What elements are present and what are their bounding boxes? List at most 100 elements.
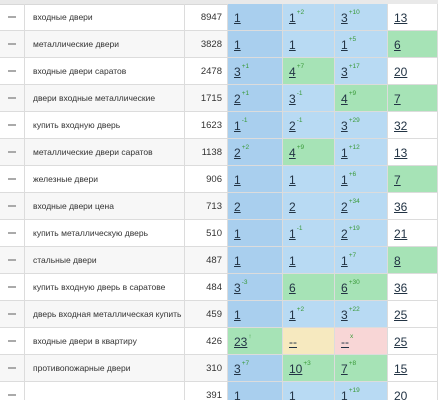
position-link[interactable]: 10 [289,362,303,376]
position-link[interactable]: 1 [234,227,241,241]
position-link[interactable]: 3 [341,11,348,25]
position-link[interactable]: 1 [289,254,296,268]
row-handle[interactable] [0,355,25,381]
row-handle[interactable] [0,301,25,327]
dash-icon[interactable] [8,178,16,180]
position-link[interactable]: 36 [394,281,408,295]
row-handle[interactable] [0,139,25,165]
position-link[interactable]: 6 [341,281,348,295]
position-link[interactable]: 3 [234,281,241,295]
row-handle[interactable] [0,112,25,138]
position-cell: 20 [388,382,438,400]
position-link[interactable]: 1 [289,173,296,187]
position-link[interactable]: 21 [394,227,408,241]
dash-icon[interactable] [8,367,16,369]
position-link[interactable]: 1 [341,38,348,52]
position-link[interactable]: 2 [289,200,296,214]
dash-icon[interactable] [8,124,16,126]
position-link[interactable]: 1 [234,119,241,133]
row-handle[interactable] [0,274,25,300]
position-link[interactable]: 2 [341,227,348,241]
position-link[interactable]: 1 [234,389,241,400]
position-link[interactable]: 1 [341,146,348,160]
position-link[interactable]: 6 [394,38,401,52]
position-cell: 32 [388,112,438,138]
dash-icon[interactable] [8,97,16,99]
position-link[interactable]: 15 [394,362,408,376]
position-link[interactable]: 25 [394,308,408,322]
position-link[interactable]: 32 [394,119,408,133]
position-link[interactable]: 1 [234,308,241,322]
position-link[interactable]: 1 [289,227,296,241]
position-link[interactable]: 36 [394,200,408,214]
position-cell: 6 [388,31,438,57]
row-handle[interactable] [0,382,25,400]
position-link[interactable]: 23 [234,335,248,349]
dash-icon[interactable] [8,151,16,153]
position-link[interactable]: 7 [394,92,401,106]
position-link[interactable]: 4 [341,92,348,106]
keyword: стальные двери [33,255,97,265]
position-link[interactable]: 3 [341,65,348,79]
position-link[interactable]: 3 [289,92,296,106]
position-link[interactable]: 20 [394,389,408,400]
position-link[interactable]: 1 [341,389,348,400]
position-link[interactable]: 13 [394,11,408,25]
dash-icon[interactable] [8,232,16,234]
dash-icon[interactable] [8,43,16,45]
position-cell: 2+2 [228,139,283,165]
position-link[interactable]: 1 [289,389,296,400]
position-link[interactable]: 2 [234,146,241,160]
position-link[interactable]: 6 [289,281,296,295]
row-handle[interactable] [0,58,25,84]
dash-icon[interactable] [8,286,16,288]
position-link[interactable]: 1 [289,38,296,52]
row-handle[interactable] [0,31,25,57]
dash-icon[interactable] [8,259,16,261]
position-link[interactable]: 2 [289,119,296,133]
position-link[interactable]: 1 [289,308,296,322]
position-link[interactable]: 3 [341,308,348,322]
row-handle[interactable] [0,220,25,246]
position-link[interactable]: 3 [234,65,241,79]
position-cell: 7+8 [335,355,388,381]
row-handle[interactable] [0,166,25,192]
position-link[interactable]: 8 [394,254,401,268]
position-cell: 2+1 [228,85,283,111]
row-handle[interactable] [0,193,25,219]
position-link[interactable]: 1 [234,11,241,25]
position-link[interactable]: 7 [394,173,401,187]
position-link[interactable]: 25 [394,335,408,349]
position-change: +1 [241,63,250,70]
position-cell: 1+2 [283,301,335,327]
dash-icon[interactable] [8,313,16,315]
position-link[interactable]: -- [289,335,297,349]
dash-icon[interactable] [8,16,16,18]
row-handle[interactable] [0,328,25,354]
position-link[interactable]: 3 [234,362,241,376]
dash-icon[interactable] [8,70,16,72]
position-link[interactable]: -- [341,335,349,349]
dash-icon[interactable] [8,340,16,342]
dash-icon[interactable] [8,205,16,207]
position-link[interactable]: 1 [341,173,348,187]
position-link[interactable]: 1 [234,38,241,52]
keyword-cell: дверь входная металлическая купить [25,301,185,327]
row-handle[interactable] [0,247,25,273]
position-link[interactable]: 1 [234,254,241,268]
row-handle[interactable] [0,4,25,30]
position-link[interactable]: 2 [234,92,241,106]
row-handle[interactable] [0,85,25,111]
position-link[interactable]: 4 [289,65,296,79]
position-link[interactable]: 4 [289,146,296,160]
position-link[interactable]: 1 [234,173,241,187]
position-link[interactable]: 3 [341,119,348,133]
position-link[interactable]: 13 [394,146,408,160]
position-link[interactable]: 2 [234,200,241,214]
position-link[interactable]: 7 [341,362,348,376]
position-link[interactable]: 2 [341,200,348,214]
position-link[interactable]: 20 [394,65,408,79]
dash-icon[interactable] [8,394,16,396]
position-link[interactable]: 1 [289,11,296,25]
position-link[interactable]: 1 [341,254,348,268]
